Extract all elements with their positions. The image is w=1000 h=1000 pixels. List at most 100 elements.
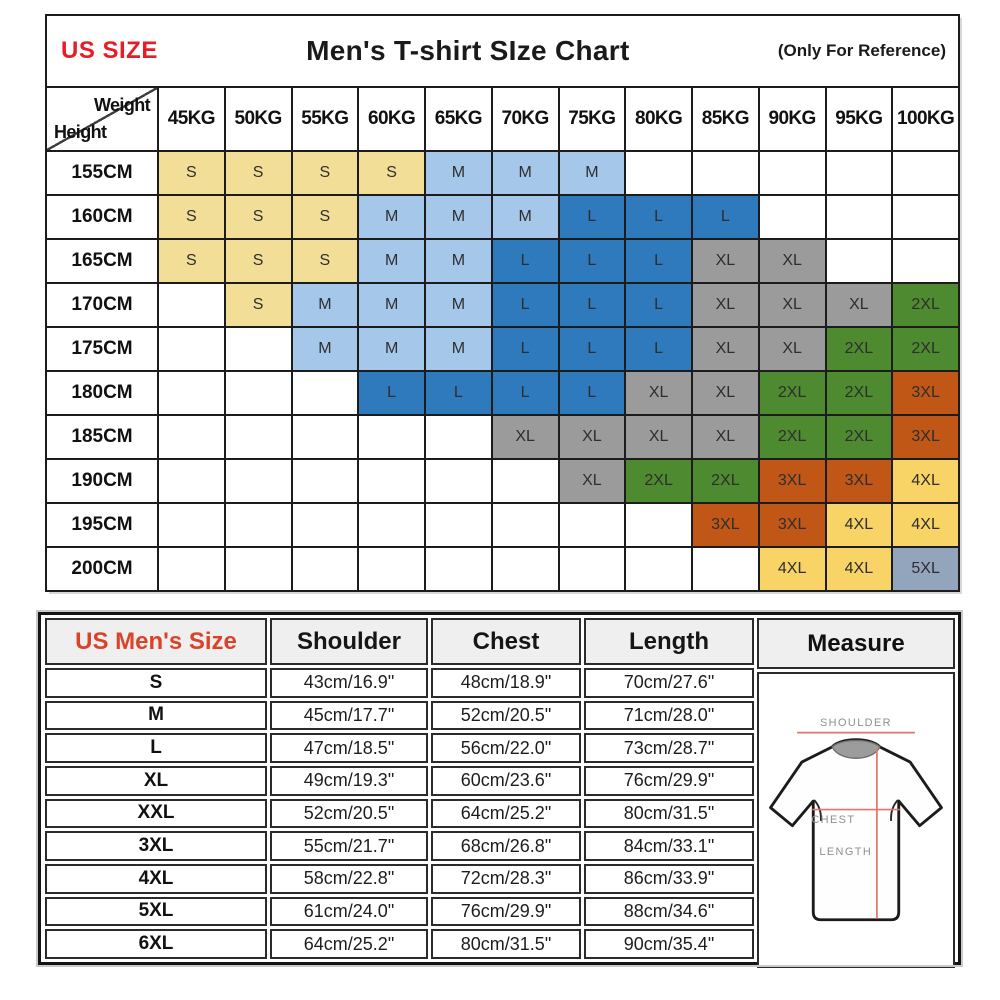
weight-header: 75KG [557,86,627,152]
shoulder-value-cell: 49cm/19.3" [270,765,428,796]
size-cell: S [223,282,293,328]
empty-cell [157,458,226,504]
empty-cell [557,546,627,592]
size-cell: 3XL [824,458,894,504]
empty-cell [757,150,827,196]
empty-cell [290,370,360,416]
empty-cell [290,414,360,460]
height-label: 165CM [45,238,159,284]
measurements-body: S 43cm/16.9" 48cm/18.9" 70cm/27.6" M 45cm/17.… [45,668,754,959]
shoulder-value-cell: 43cm/16.9" [270,668,428,698]
height-label: 190CM [45,458,159,504]
size-cell: S [290,150,360,196]
size-grid-table: US SIZE Men's T-shirt SIze Chart (Only F… [44,14,961,592]
length-label: LENGTH [819,846,872,858]
empty-cell [891,238,961,284]
chest-value-cell: 48cm/18.9" [431,668,581,698]
size-cell: L [490,238,560,284]
chest-value-cell: 56cm/22.0" [431,733,581,763]
size-cell: M [424,150,493,196]
empty-cell [223,326,293,372]
size-cell: XL [490,414,560,460]
empty-cell [490,458,560,504]
size-cell: M [290,282,360,328]
empty-cell [357,546,426,592]
measure-diagram: SHOULDER CHEST LENGTH [757,672,955,968]
weight-header: 50KG [223,86,293,152]
empty-cell [624,150,693,196]
size-cell: L [424,370,493,416]
measurements-section: US Men's Size Shoulder Chest Length S 43cm/1… [36,610,963,968]
height-row: 165CM S S S M M L L L XL XL [45,238,961,284]
weight-header: 95KG [824,86,894,152]
weight-header: 85KG [691,86,760,152]
size-cell: S [157,238,226,284]
empty-cell [157,282,226,328]
empty-cell [624,502,693,548]
size-cell: 2XL [891,326,961,372]
empty-cell [223,502,293,548]
empty-cell [824,194,894,240]
measurement-row: S 43cm/16.9" 48cm/18.9" 70cm/27.6" [45,668,754,698]
weight-header: 65KG [424,86,493,152]
size-cell: S [357,150,426,196]
size-cell: M [357,238,426,284]
measurements-table: US Men's Size Shoulder Chest Length S 43cm/1… [42,615,757,962]
size-cell: XL [691,238,760,284]
empty-cell [824,238,894,284]
us-size-label: US SIZE [61,37,158,64]
size-cell: M [424,326,493,372]
size-cell: XL [757,326,827,372]
empty-cell [824,150,894,196]
size-cell: L [557,370,627,416]
weight-header: 60KG [357,86,426,152]
empty-cell [424,458,493,504]
length-value-cell: 86cm/33.9" [584,863,754,894]
measurement-row: 6XL 64cm/25.2" 80cm/31.5" 90cm/35.4" [45,929,754,959]
shoulder-value-cell: 61cm/24.0" [270,896,428,927]
height-label: 185CM [45,414,159,460]
length-value-cell: 73cm/28.7" [584,733,754,763]
chest-value-cell: 52cm/20.5" [431,700,581,731]
size-cell: 2XL [624,458,693,504]
length-value-cell: 71cm/28.0" [584,700,754,731]
empty-cell [223,458,293,504]
empty-cell [157,326,226,372]
size-cell: XL [624,370,693,416]
size-cell: 3XL [891,414,961,460]
empty-cell [424,414,493,460]
empty-cell [891,150,961,196]
shoulder-label: SHOULDER [820,717,892,729]
size-name-cell: L [45,733,267,763]
size-cell: XL [824,282,894,328]
size-cell: S [223,194,293,240]
size-cell: L [624,326,693,372]
weight-header: 90KG [757,86,827,152]
size-cell: 2XL [691,458,760,504]
height-label: 175CM [45,326,159,372]
empty-cell [691,150,760,196]
measurement-row: XL 49cm/19.3" 60cm/23.6" 76cm/29.9" [45,765,754,796]
empty-cell [557,502,627,548]
measurement-row: XXL 52cm/20.5" 64cm/25.2" 80cm/31.5" [45,798,754,829]
size-cell: 2XL [757,370,827,416]
size-cell: M [357,326,426,372]
weight-header: 55KG [290,86,360,152]
height-label: 160CM [45,194,159,240]
measurement-row: L 47cm/18.5" 56cm/22.0" 73cm/28.7" [45,733,754,763]
chest-value-cell: 80cm/31.5" [431,929,581,959]
height-row: 170CM S M M M L L L XL XL XL 2XL [45,282,961,328]
empty-cell [157,414,226,460]
size-cell: 2XL [824,326,894,372]
shoulder-value-cell: 52cm/20.5" [270,798,428,829]
size-cell: L [490,282,560,328]
empty-cell [490,546,560,592]
size-cell: 4XL [891,502,961,548]
weight-height-corner-cell: Weight Height [45,86,159,152]
size-cell: L [557,194,627,240]
size-cell: XL [757,238,827,284]
size-cell: M [490,194,560,240]
size-cell: 3XL [757,458,827,504]
size-cell: 4XL [757,546,827,592]
chart-title-row: US SIZE Men's T-shirt SIze Chart (Only F… [44,14,961,88]
